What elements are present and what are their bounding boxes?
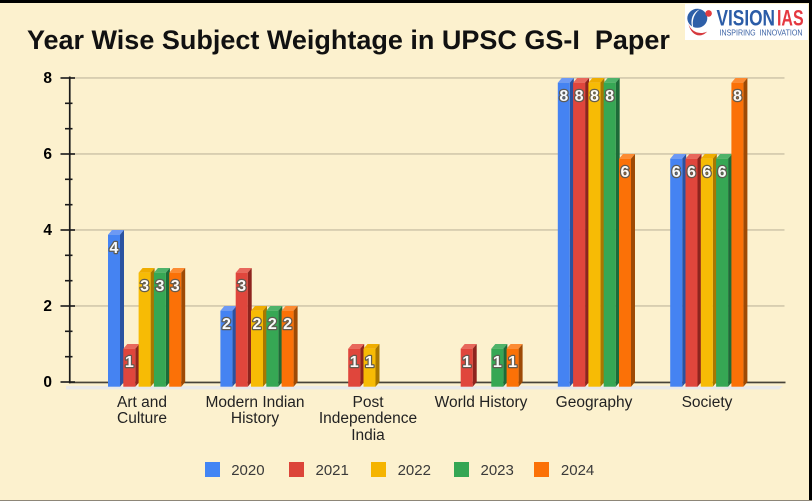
svg-text:1: 1 [508, 354, 517, 371]
svg-text:8: 8 [605, 88, 614, 105]
svg-text:2: 2 [268, 316, 277, 333]
svg-text:6: 6 [687, 164, 696, 181]
svg-text:INSPIRING INNOVATION: INSPIRING INNOVATION [720, 28, 803, 37]
svg-text:1: 1 [350, 354, 359, 371]
svg-text:IAS: IAS [777, 5, 804, 30]
svg-text:2: 2 [283, 316, 292, 333]
svg-text:1: 1 [462, 354, 471, 371]
svg-text:1: 1 [365, 354, 374, 371]
svg-text:3: 3 [140, 278, 149, 295]
svg-text:VISION: VISION [717, 5, 776, 30]
svg-text:8: 8 [575, 88, 584, 105]
svg-text:3: 3 [155, 278, 164, 295]
svg-text:6: 6 [672, 164, 681, 181]
svg-text:6: 6 [621, 164, 630, 181]
svg-text:4: 4 [110, 240, 119, 257]
svg-text:1: 1 [125, 354, 134, 371]
svg-text:6: 6 [702, 164, 711, 181]
svg-text:2: 2 [253, 316, 262, 333]
svg-text:2: 2 [222, 316, 231, 333]
svg-text:8: 8 [590, 88, 599, 105]
svg-text:1: 1 [493, 354, 502, 371]
svg-text:8: 8 [559, 88, 568, 105]
svg-text:3: 3 [171, 278, 180, 295]
svg-text:6: 6 [718, 164, 727, 181]
svg-text:8: 8 [733, 88, 742, 105]
svg-text:3: 3 [237, 278, 246, 295]
